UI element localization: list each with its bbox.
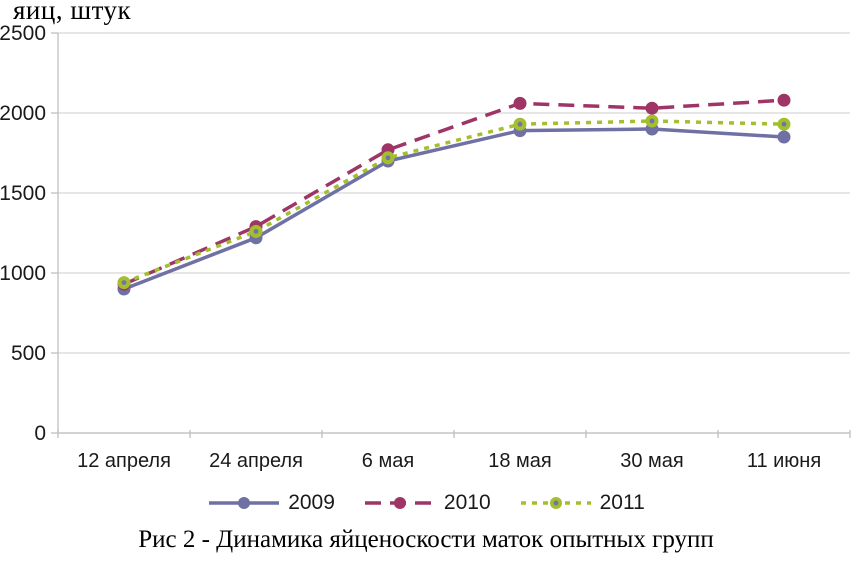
x-tick-label: 24 апреля [209, 450, 303, 472]
data-point-2010 [645, 101, 659, 115]
data-point-2010 [513, 96, 527, 110]
data-point-2010 [777, 93, 791, 107]
x-tick-label: 30 мая [620, 450, 684, 472]
y-tick-label: 0 [34, 422, 46, 445]
legend-label-2010: 2010 [443, 491, 491, 514]
series-line-2010 [123, 98, 785, 286]
y-tick-label: 2000 [0, 102, 46, 125]
x-tick-label: 6 мая [362, 450, 414, 472]
series-line-2009 [123, 127, 785, 291]
y-axis-unit-label: яиц, штук [13, 0, 132, 25]
figure-caption: Рис 2 - Динамика яйценоскости маток опыт… [138, 526, 714, 553]
data-point-center-dot [253, 229, 259, 234]
gridlines [51, 32, 850, 434]
legend-item-2011: 2011 [519, 491, 645, 515]
data-point-center-dot [385, 155, 391, 161]
legend-label-2011: 2011 [599, 491, 645, 514]
data-point-center-dot [781, 121, 787, 127]
legend-item-2010: 2010 [363, 491, 491, 515]
x-tick-label: 12 апреля [77, 450, 171, 472]
legend-sample-2010-icon [364, 497, 435, 509]
data-point-center-dot [649, 118, 655, 124]
y-tick-label: 500 [11, 342, 46, 365]
data-point-center-dot [517, 121, 523, 127]
series-markers-2009 [117, 122, 791, 296]
legend-label-2009: 2009 [288, 491, 335, 514]
legend-item-2009: 2009 [207, 491, 335, 515]
y-tick-label: 1500 [0, 182, 46, 205]
legend-sample-2011-icon [520, 497, 591, 509]
series-markers-2011 [117, 114, 791, 290]
y-tick-label: 2500 [0, 22, 46, 45]
legend-marker-2009 [238, 497, 251, 509]
y-axis-tick-labels: 0 500 1000 1500 2000 2500 [0, 22, 46, 445]
x-axis-tick-labels: 12 апреля 24 апреля 6 мая 18 мая 30 мая 11 ию… [77, 450, 821, 472]
x-tick-label: 18 мая [488, 450, 552, 472]
legend-marker-2010 [393, 497, 406, 509]
data-point-center-dot [121, 280, 127, 285]
y-tick-label: 1000 [0, 262, 46, 285]
legend-marker-center-dot [553, 500, 559, 506]
legend-sample-2009-icon [209, 497, 280, 509]
x-tick-label: 11 июня [747, 450, 821, 472]
line-chart: 0 500 1000 1500 2000 2500 12 апреля 24 апреля 6 … [0, 22, 851, 472]
chart-legend: 2009 2010 2011 [0, 491, 852, 515]
data-point-2009 [777, 130, 791, 144]
